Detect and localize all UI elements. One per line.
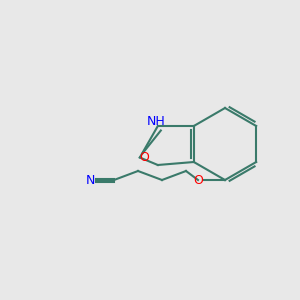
Text: O: O	[140, 151, 149, 164]
Text: O: O	[193, 173, 203, 187]
Text: NH: NH	[147, 115, 166, 128]
Text: N: N	[85, 173, 95, 187]
